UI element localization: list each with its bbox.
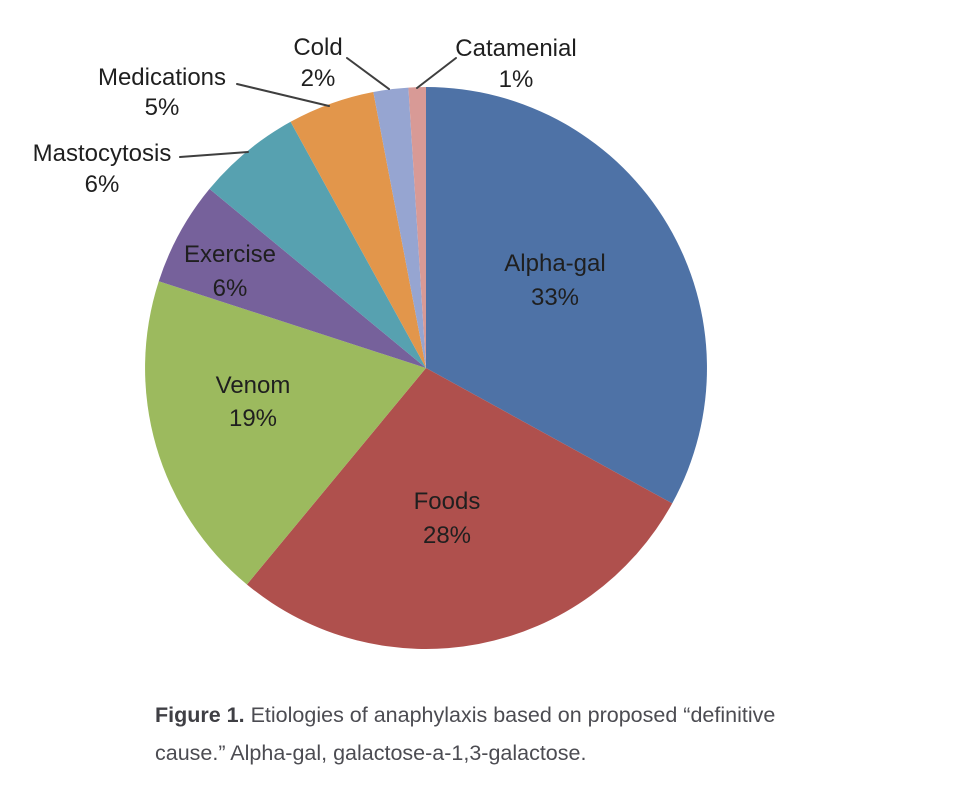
pie-slice-mastocytosis	[209, 121, 426, 368]
slice-label-venom: Venom 19%	[216, 372, 291, 432]
leader-line-cold	[346, 57, 390, 90]
slice-label-medications: Medications 5%	[98, 64, 226, 121]
figure-caption-line-2: cause.” Alpha-gal, galactose-a-1,3-galac…	[155, 741, 587, 765]
slice-label-foods: Foods 28%	[414, 488, 481, 549]
pie-slice-cold	[373, 87, 426, 368]
figure-caption-line-1: Etiologies of anaphylaxis based on propo…	[250, 703, 776, 727]
slice-label-alpha-gal: Alpha-gal 33%	[504, 250, 605, 311]
slice-labels: Alpha-gal 33% Foods 28% Venom 19% Exercise 6%Ma…	[33, 34, 606, 549]
figure-caption: Figure 1. Etiologies of anaphylaxis base…	[155, 696, 955, 772]
slice-label-mastocytosis: Mastocytosis 6%	[33, 140, 172, 198]
pie-slice-foods	[246, 368, 673, 649]
pie-chart: Alpha-gal 33% Foods 28% Venom 19% Exercise 6%Ma…	[33, 34, 707, 649]
pie-slice-alpha-gal	[426, 87, 707, 504]
leader-line-catamenial	[416, 57, 457, 89]
pie-slice-medications	[290, 92, 426, 368]
pie-slices	[145, 87, 707, 649]
figure-caption-label: Figure 1.	[155, 703, 245, 727]
leader-line-medications	[236, 83, 330, 107]
slice-label-catamenial: Catamenial 1%	[455, 35, 576, 93]
slice-label-exercise: Exercise 6%	[184, 241, 276, 302]
leader-line-mastocytosis	[179, 151, 249, 158]
leader-lines	[179, 57, 457, 158]
slice-label-cold: Cold 2%	[293, 34, 342, 92]
pie-slice-venom	[145, 281, 426, 585]
pie-slice-catamenial	[408, 87, 426, 368]
pie-slice-exercise	[158, 188, 427, 368]
